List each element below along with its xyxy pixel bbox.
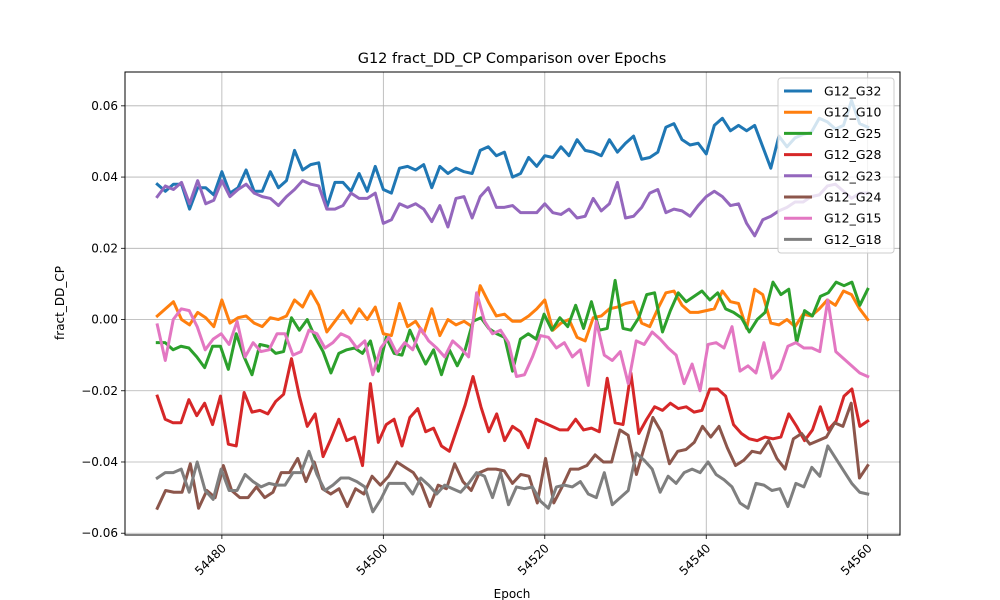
y-axis-label: fract_DD_CP xyxy=(53,266,67,340)
y-tick-label: 0.02 xyxy=(91,241,118,255)
legend-label: G12_G25 xyxy=(824,126,881,141)
legend-label: G12_G28 xyxy=(824,147,881,162)
series-line-g12-g10 xyxy=(155,284,870,343)
series-line-g12-g28 xyxy=(155,357,870,468)
y-tick-label: 0.06 xyxy=(91,99,118,113)
series-line-g12-g25 xyxy=(155,278,870,377)
series-layer xyxy=(155,98,870,514)
y-tick-label: 0.00 xyxy=(91,313,118,327)
legend-label: G12_G15 xyxy=(824,211,881,226)
legend-label: G12_G10 xyxy=(824,105,881,120)
series-line-g12-g23 xyxy=(155,179,870,238)
y-axis: −0.06 −0.04 −0.02 0.00 0.02 0.04 0.06 xyxy=(81,99,125,540)
y-tick-label: 0.04 xyxy=(91,170,118,184)
legend-box xyxy=(777,77,895,254)
legend-label: G12_G32 xyxy=(824,84,881,99)
y-tick-label: −0.06 xyxy=(81,526,118,540)
legend-label: G12_G18 xyxy=(824,232,881,247)
series-line-g12-g18 xyxy=(155,444,870,514)
plot-frame xyxy=(124,71,901,536)
legend: G12_G32 G12_G10 G12_G25 G12_G28 G12_G23 G12_G… xyxy=(777,77,895,254)
x-axis-label: Epoch xyxy=(494,587,531,600)
y-tick-label: −0.02 xyxy=(81,384,118,398)
series-line-g12-g32 xyxy=(155,98,870,211)
series-line-g12-g15 xyxy=(155,291,870,393)
legend-label: G12_G24 xyxy=(824,190,881,205)
chart-title: G12 fract_DD_CP Comparison over Epochs xyxy=(358,51,667,67)
legend-label: G12_G23 xyxy=(824,168,881,183)
y-tick-label: −0.04 xyxy=(81,455,118,469)
